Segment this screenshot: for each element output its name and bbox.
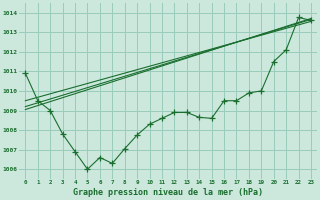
X-axis label: Graphe pression niveau de la mer (hPa): Graphe pression niveau de la mer (hPa) [73,188,263,197]
